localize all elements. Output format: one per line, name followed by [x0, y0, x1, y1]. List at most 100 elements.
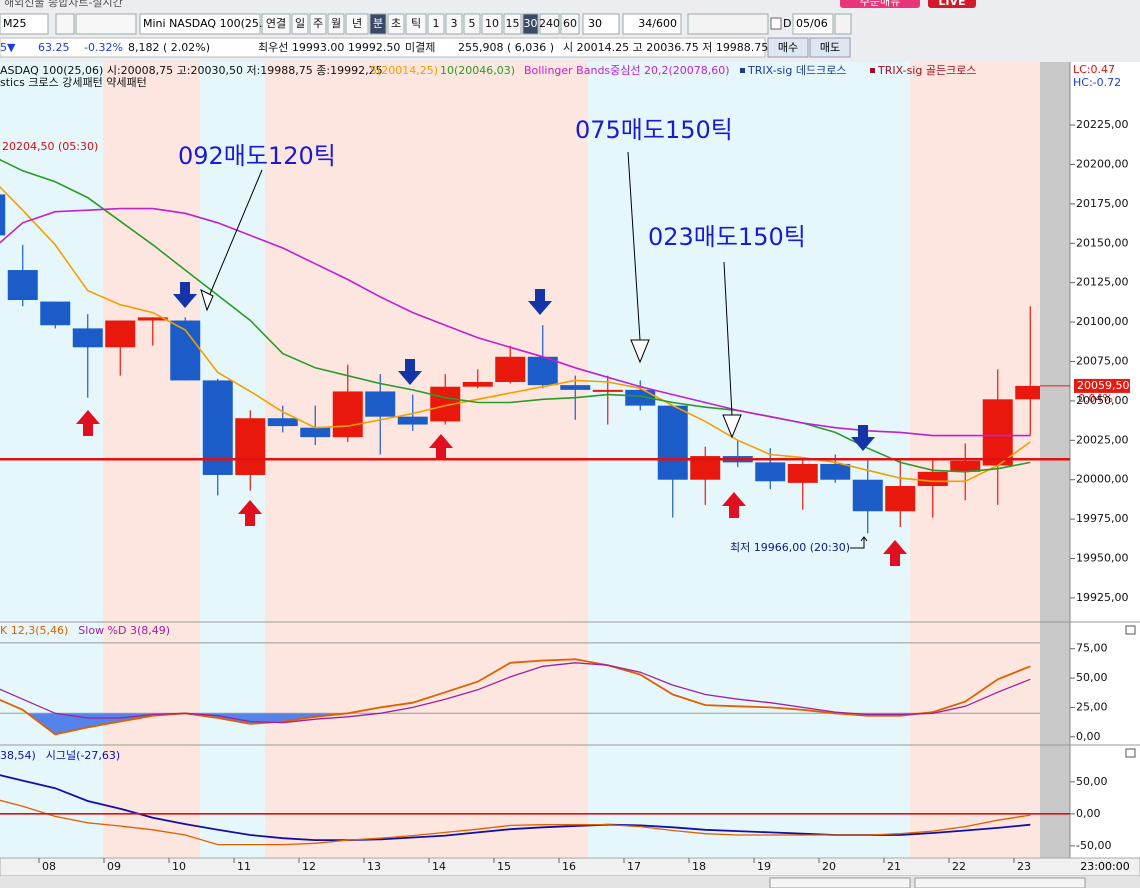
order-menu: 주문매뉴 [860, 0, 900, 8]
toolbar-button[interactable] [405, 13, 427, 35]
toolbar-button[interactable] [369, 13, 387, 35]
pointer-head [630, 339, 650, 364]
toolbar-button-label: 주 [313, 17, 323, 30]
x-tick-label: 16 [562, 860, 576, 873]
y-tick-label: 50,00 [1076, 671, 1108, 684]
option-icons[interactable] [75, 13, 137, 35]
view-controls[interactable] [914, 877, 1086, 889]
toolbar-button-label: 연결 [266, 17, 286, 30]
toolbar-button[interactable] [503, 13, 522, 35]
quote-bar [0, 37, 766, 58]
toolbar-button[interactable] [427, 13, 445, 35]
x-tick-label: 22 [952, 860, 966, 873]
sell-arrow [528, 289, 552, 315]
pattern-legend: stics 크로스 강세패턴 약세패턴 [0, 75, 147, 89]
toolbar-button[interactable] [463, 13, 481, 35]
buy-button[interactable] [767, 37, 809, 58]
toolbar-button-label: 1 [433, 17, 440, 30]
toolbar-button[interactable] [445, 13, 463, 35]
pointer-line [209, 169, 263, 295]
y-tick-label: 20150,00 [1076, 236, 1129, 249]
symbol-box[interactable] [0, 13, 49, 35]
tool-icons[interactable] [687, 13, 769, 35]
toolbar-button-label: 일 [295, 16, 305, 30]
toolbar-button-label: 3 [451, 17, 458, 30]
search-icon[interactable] [55, 13, 75, 35]
checkbox[interactable] [770, 17, 782, 30]
calendar-icon[interactable] [834, 13, 852, 35]
sell-label: 매도 [820, 41, 840, 54]
x-tick-label: 23 [1017, 860, 1031, 873]
candle-body [917, 471, 948, 487]
y-tick-label: 0,00 [1076, 807, 1101, 820]
date-box[interactable] [792, 13, 834, 35]
panel-plot [0, 642, 1040, 736]
low-pointer [850, 536, 868, 549]
date-flag: D [783, 17, 791, 30]
toolbar-button[interactable] [481, 13, 503, 35]
toolbar-button-label: 60 [563, 17, 577, 30]
toolbar-button-label: 월 [331, 17, 341, 30]
y-tick-label: 50,00 [1076, 775, 1108, 788]
live-button[interactable] [928, 0, 976, 8]
panel-button[interactable] [1125, 748, 1136, 758]
sell-signals [173, 282, 875, 451]
y-tick-label: 20175,00 [1076, 197, 1129, 210]
order-menu-button[interactable] [840, 0, 920, 8]
fill-group [27, 713, 922, 735]
x-tick-label: 17 [627, 860, 641, 873]
indicator-line [0, 662, 1031, 724]
annotation: 023매도150틱 [648, 223, 806, 251]
period: 30 [588, 17, 602, 30]
toolbar-button[interactable] [539, 13, 560, 35]
pointer-line [627, 151, 641, 341]
candle-body [982, 399, 1013, 466]
candle-body [852, 479, 883, 512]
x-tick-label: 10 [172, 860, 186, 873]
scroll-controls[interactable] [769, 877, 911, 889]
candle-body [950, 460, 981, 472]
y-tick-label: 19950,00 [1076, 552, 1129, 565]
toolbar-button-label: 10 [485, 17, 499, 30]
sell-arrow [398, 359, 422, 385]
toolbar-button[interactable] [560, 13, 580, 35]
count-box[interactable] [622, 13, 682, 35]
legend-entry: 10(20046,03) [440, 64, 515, 77]
x-tick-label: 14 [432, 860, 446, 873]
pointer-head [200, 289, 214, 312]
toolbar-button[interactable] [309, 13, 327, 35]
period-box[interactable] [582, 13, 620, 35]
y-tick-label: 20100,00 [1076, 315, 1129, 328]
toolbar-button-label: 초 [391, 17, 401, 30]
instrument-box[interactable] [139, 13, 261, 35]
quote-field: 시 20014.25 고 20036.75 저 19988.75 [563, 41, 768, 54]
x-tick-label: 20 [822, 860, 836, 873]
x-tick-label: 08 [42, 860, 56, 873]
annotation: 092매도120틱 [178, 142, 336, 170]
x-tick-label: 19 [757, 860, 771, 873]
candle-body [0, 194, 6, 236]
main-legend: ASDAQ 100(25,06) 시:20008,75 고:20030,50 저… [0, 64, 383, 77]
quote-field: 255,908 ( 6,036 ) [458, 41, 554, 54]
candle-body [787, 463, 818, 483]
toolbar-button[interactable] [387, 13, 405, 35]
panel-button[interactable] [1125, 625, 1136, 635]
x-cursor-label: 23:00:00 [1080, 860, 1129, 873]
candle-body [202, 380, 233, 475]
toolbar-button[interactable] [327, 13, 345, 35]
candle-body [527, 356, 558, 386]
toolbar-button[interactable] [291, 13, 309, 35]
legend-entry: 38,54) [0, 749, 36, 762]
toolbar-button[interactable] [522, 13, 539, 35]
buy-arrow [429, 434, 453, 460]
candle-body [1015, 385, 1040, 400]
toolbar-button[interactable] [345, 13, 369, 35]
candle-body [495, 356, 526, 382]
toolbar-button[interactable] [261, 13, 291, 35]
quote-field: -0.32% [84, 41, 123, 54]
buy-arrow [76, 410, 100, 436]
toolbar-button-label: 5 [469, 17, 476, 30]
sell-button[interactable] [809, 37, 851, 58]
candle-body [7, 270, 38, 301]
